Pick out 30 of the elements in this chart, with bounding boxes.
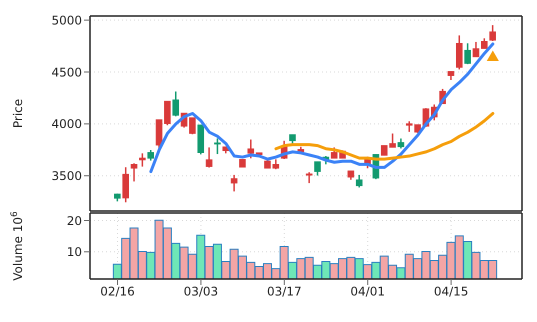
x-tick-label: 04/01 (350, 284, 386, 299)
y-tick-label: 5000 (51, 13, 82, 28)
x-tick-label: 02/16 (100, 284, 135, 299)
candlestick (172, 90, 180, 118)
candlestick (489, 24, 496, 42)
y-tick-label: 20 (66, 214, 82, 228)
candlestick (122, 166, 129, 204)
candlestick (206, 146, 212, 168)
candlestick (406, 120, 413, 133)
candlestick (314, 160, 321, 176)
x-tick-label: 03/17 (267, 284, 302, 299)
candlestick (306, 171, 312, 184)
x-tick-label: 04/15 (434, 284, 468, 299)
y-tick-label: 4500 (51, 65, 82, 80)
candlestick (130, 162, 138, 182)
candlestick (247, 138, 254, 160)
candlestick (214, 138, 221, 155)
candlestick (398, 138, 404, 150)
y-tick-label: 3500 (51, 168, 82, 183)
y-tick-label: 4000 (51, 117, 82, 132)
candlestick (230, 174, 238, 192)
candlestick (147, 149, 154, 162)
candlestick (139, 152, 146, 168)
candlestick (464, 42, 471, 65)
candlestick (356, 174, 363, 188)
line-series (274, 112, 494, 161)
y-tick-label: 10 (66, 245, 82, 260)
y-axis-title: Price (11, 98, 25, 128)
line-series (149, 42, 494, 174)
x-tick-label: 03/03 (184, 284, 218, 299)
